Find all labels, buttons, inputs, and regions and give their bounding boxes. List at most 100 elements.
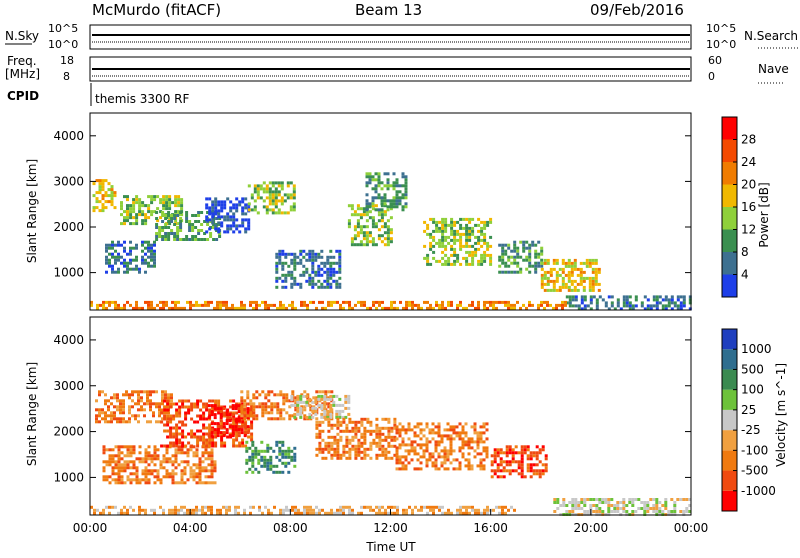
heatmap-cell xyxy=(203,232,207,235)
heatmap-cell xyxy=(561,258,565,262)
heatmap-cell xyxy=(688,498,692,501)
heatmap-cell xyxy=(543,300,546,304)
heatmap-cell xyxy=(168,472,172,476)
heatmap-cell xyxy=(231,303,234,307)
heatmap-cell xyxy=(120,451,124,455)
heatmap-cell xyxy=(162,457,166,461)
heatmap-cell xyxy=(244,212,248,216)
heatmap-cell xyxy=(144,213,148,217)
heatmap-cell xyxy=(570,282,574,286)
heatmap-cell xyxy=(335,415,339,419)
heatmap-cell xyxy=(583,295,587,299)
heatmap-cell xyxy=(652,507,656,510)
heatmap-cell xyxy=(561,300,564,304)
heatmap-cell xyxy=(208,212,212,216)
heatmap-cell xyxy=(444,235,448,239)
colorbar-swatch xyxy=(722,184,737,207)
heatmap-cell xyxy=(181,435,185,439)
heatmap-cell xyxy=(284,464,288,468)
heatmap-cell xyxy=(670,510,674,513)
heatmap-cell xyxy=(287,455,291,459)
heatmap-cell xyxy=(147,472,151,476)
heatmap-cell xyxy=(410,428,414,432)
heatmap-cell xyxy=(147,457,151,461)
heatmap-cell xyxy=(446,458,450,462)
heatmap-cell xyxy=(281,285,285,289)
heatmap-cell xyxy=(198,460,202,464)
heatmap-cell xyxy=(111,255,114,259)
heatmap-cell xyxy=(434,467,438,471)
heatmap-cell xyxy=(318,300,321,304)
heatmap-cell xyxy=(159,198,163,202)
colorbar-tick-label: 12 xyxy=(741,223,756,237)
heatmap-cell xyxy=(169,405,173,409)
heatmap-cell xyxy=(183,460,187,464)
heatmap-cell xyxy=(213,428,217,432)
heatmap-cell xyxy=(326,415,330,419)
heatmap-cell xyxy=(381,511,384,515)
heatmap-cell xyxy=(197,238,201,241)
heatmap-cell xyxy=(192,475,196,479)
heatmap-cell xyxy=(378,429,382,433)
heatmap-cell xyxy=(673,504,677,507)
heatmap-cell xyxy=(107,414,110,418)
heatmap-cell xyxy=(473,425,477,429)
heatmap-cell xyxy=(622,295,626,299)
heatmap-cell xyxy=(183,451,187,455)
heatmap-cell xyxy=(351,438,355,442)
heatmap-cell xyxy=(330,453,334,457)
heatmap-cell xyxy=(381,438,385,442)
heatmap-cell xyxy=(357,447,361,451)
heatmap-cell xyxy=(284,461,288,465)
heatmap-cell xyxy=(483,511,486,515)
heatmap-cell xyxy=(531,240,535,244)
heatmap-cell xyxy=(184,405,188,409)
heatmap-cell xyxy=(283,193,287,197)
heatmap-cell xyxy=(664,307,668,311)
heatmap-cell xyxy=(102,451,106,455)
heatmap-cell xyxy=(156,475,160,479)
heatmap-cell xyxy=(458,467,462,471)
heatmap-cell xyxy=(110,414,113,418)
heatmap-cell xyxy=(429,306,432,310)
heatmap-cell xyxy=(458,464,462,468)
heatmap-cell xyxy=(485,455,489,459)
heatmap-cell xyxy=(132,451,136,455)
heatmap-cell xyxy=(661,298,665,302)
heatmap-cell xyxy=(272,470,276,474)
heatmap-cell xyxy=(235,417,239,421)
heatmap-cell xyxy=(255,303,258,307)
heatmap-cell xyxy=(327,423,331,427)
heatmap-cell xyxy=(164,238,168,241)
heatmap-cell xyxy=(293,258,297,262)
heatmap-cell xyxy=(338,267,342,271)
heatmap-cell xyxy=(269,455,273,459)
heatmap-cell xyxy=(471,229,475,233)
heatmap-cell xyxy=(141,258,144,262)
heatmap-cell xyxy=(114,481,118,485)
heatmap-cell xyxy=(279,511,282,515)
heatmap-cell xyxy=(321,402,325,406)
heatmap-cell xyxy=(179,223,183,226)
heatmap-cell xyxy=(673,304,677,308)
heatmap-cell xyxy=(117,270,120,274)
heatmap-cell xyxy=(402,508,405,512)
heatmap-cell xyxy=(434,464,438,468)
heatmap-cell xyxy=(150,213,154,217)
heatmap-cell xyxy=(335,261,339,265)
heatmap-cell xyxy=(223,230,227,234)
heatmap-cell xyxy=(141,219,145,223)
heatmap-cell xyxy=(324,390,328,394)
heatmap-cell xyxy=(132,246,135,250)
heatmap-cell xyxy=(423,300,426,304)
heatmap-cell xyxy=(622,304,626,308)
heatmap-cell xyxy=(205,408,209,412)
heatmap-cell xyxy=(354,444,358,448)
heatmap-cell xyxy=(511,469,515,473)
heatmap-cell xyxy=(240,416,244,420)
heatmap-cell xyxy=(159,306,162,310)
heatmap-cell xyxy=(338,409,342,413)
heatmap-cell xyxy=(321,390,325,394)
heatmap-cell xyxy=(241,420,245,424)
heatmap-cell xyxy=(468,262,472,266)
